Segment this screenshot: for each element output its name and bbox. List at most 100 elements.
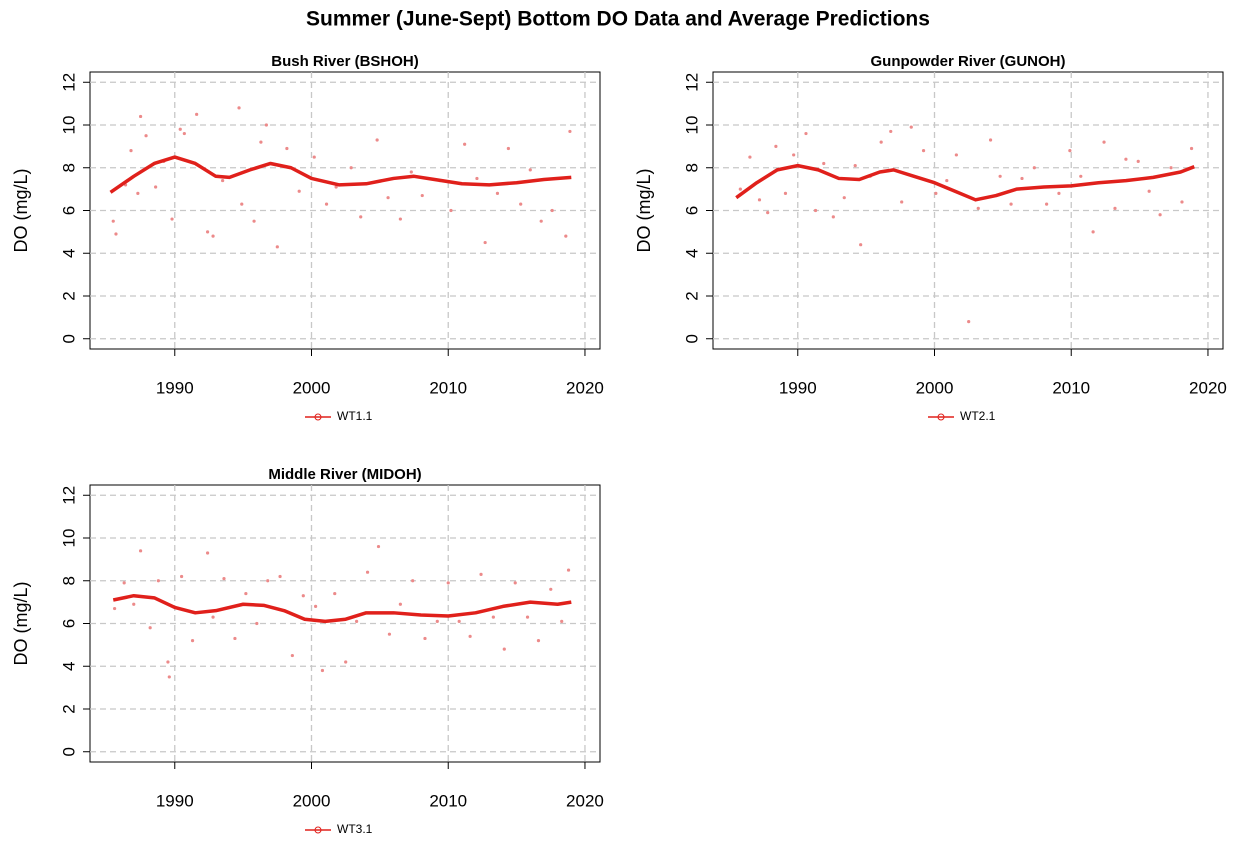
panel-title: Bush River (BSHOH) [271, 53, 419, 70]
data-point [195, 112, 199, 116]
y-tick-label: 2 [59, 704, 78, 713]
data-point [550, 208, 554, 213]
data-point [988, 138, 993, 142]
data-point [435, 619, 439, 623]
legend-label: WT2.1 [960, 409, 996, 423]
data-point [468, 634, 472, 638]
data-point [566, 568, 571, 572]
data-point [420, 193, 424, 198]
data-point [479, 572, 483, 576]
data-point [1020, 176, 1024, 181]
data-point [1009, 202, 1013, 206]
data-point [921, 149, 926, 153]
data-point [766, 211, 770, 215]
data-point [945, 178, 949, 183]
data-point [266, 579, 270, 583]
data-point [237, 106, 241, 110]
data-point [449, 208, 453, 213]
panel: Gunpowder River (GUNOH) DO (mg/L) 0 2 4 6 8 10 1… [634, 53, 1227, 423]
y-axis-label: DO (mg/L) [634, 168, 654, 252]
data-point [757, 198, 762, 202]
data-point [813, 208, 818, 213]
data-point [859, 243, 863, 247]
data-point [285, 146, 289, 151]
data-point [1079, 174, 1083, 178]
x-tick-label: 2010 [429, 791, 467, 810]
data-point [446, 581, 450, 585]
data-point [312, 155, 316, 159]
data-point [386, 196, 390, 200]
data-point [211, 234, 215, 238]
data-point [411, 579, 415, 583]
data-point [252, 219, 256, 223]
data-point [138, 549, 143, 553]
legend-label: WT1.1 [337, 409, 373, 423]
y-tick-label: 2 [682, 291, 701, 300]
data-point [502, 647, 506, 651]
data-point [738, 187, 742, 191]
data-point [536, 638, 541, 643]
data-point [375, 138, 379, 142]
data-point [463, 142, 467, 146]
data-point [457, 619, 461, 623]
data-point [1180, 200, 1184, 204]
data-point [166, 660, 170, 664]
y-axis-label: DO (mg/L) [11, 581, 31, 665]
data-point [301, 594, 305, 598]
panel-title: Middle River (MIDOH) [268, 466, 421, 483]
x-tick-label: 2010 [429, 378, 467, 397]
data-point [748, 155, 752, 159]
y-tick-label: 0 [59, 334, 78, 343]
data-point [211, 615, 215, 619]
y-tick-label: 0 [682, 334, 701, 343]
data-point [344, 660, 348, 664]
data-point [365, 570, 370, 574]
data-point [954, 153, 958, 157]
data-point [513, 581, 517, 585]
data-point [1158, 213, 1162, 217]
y-tick-label: 4 [59, 662, 78, 671]
data-point [376, 544, 381, 549]
y-tick-label: 2 [59, 291, 78, 300]
data-point [167, 675, 171, 679]
data-point [1032, 166, 1036, 170]
panel-title: Gunpowder River (GUNOH) [870, 53, 1065, 70]
y-tick-label: 6 [59, 206, 78, 215]
data-point [314, 604, 318, 609]
x-tick-label: 2000 [293, 378, 331, 397]
data-point [132, 602, 136, 606]
data-point [822, 161, 826, 166]
data-point [783, 191, 788, 196]
data-point [491, 615, 495, 619]
smooth-line [112, 593, 572, 624]
data-point [1113, 206, 1117, 210]
data-point [178, 127, 182, 131]
data-point [398, 602, 402, 606]
data-point [774, 144, 778, 148]
data-point [355, 619, 359, 623]
data-point [113, 606, 117, 611]
data-point [129, 149, 133, 153]
data-point [359, 215, 363, 219]
data-point [539, 219, 543, 223]
x-tick-label: 1990 [156, 791, 194, 810]
y-tick-label: 10 [59, 529, 78, 548]
data-point [255, 621, 259, 626]
panel: Middle River (MIDOH) DO (mg/L) 0 2 4 6 8 10 12 19… [11, 466, 604, 836]
data-point [804, 131, 808, 136]
data-point [297, 189, 301, 193]
data-point [506, 146, 510, 151]
data-point [180, 574, 184, 579]
y-tick-label: 8 [59, 163, 78, 172]
data-point [387, 632, 392, 636]
data-point [909, 125, 913, 129]
y-tick-label: 6 [682, 206, 701, 215]
data-point [333, 591, 337, 596]
data-point [138, 114, 143, 119]
data-point [842, 196, 846, 200]
data-point [475, 176, 479, 181]
x-tick-label: 2000 [916, 378, 954, 397]
y-tick-label: 8 [682, 163, 701, 172]
data-point [1102, 140, 1106, 144]
